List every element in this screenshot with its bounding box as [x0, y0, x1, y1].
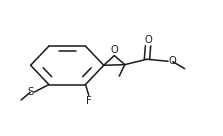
Text: O: O [110, 45, 118, 55]
Text: F: F [86, 96, 92, 106]
Text: O: O [169, 56, 176, 66]
Text: S: S [27, 87, 33, 97]
Text: O: O [144, 35, 152, 45]
